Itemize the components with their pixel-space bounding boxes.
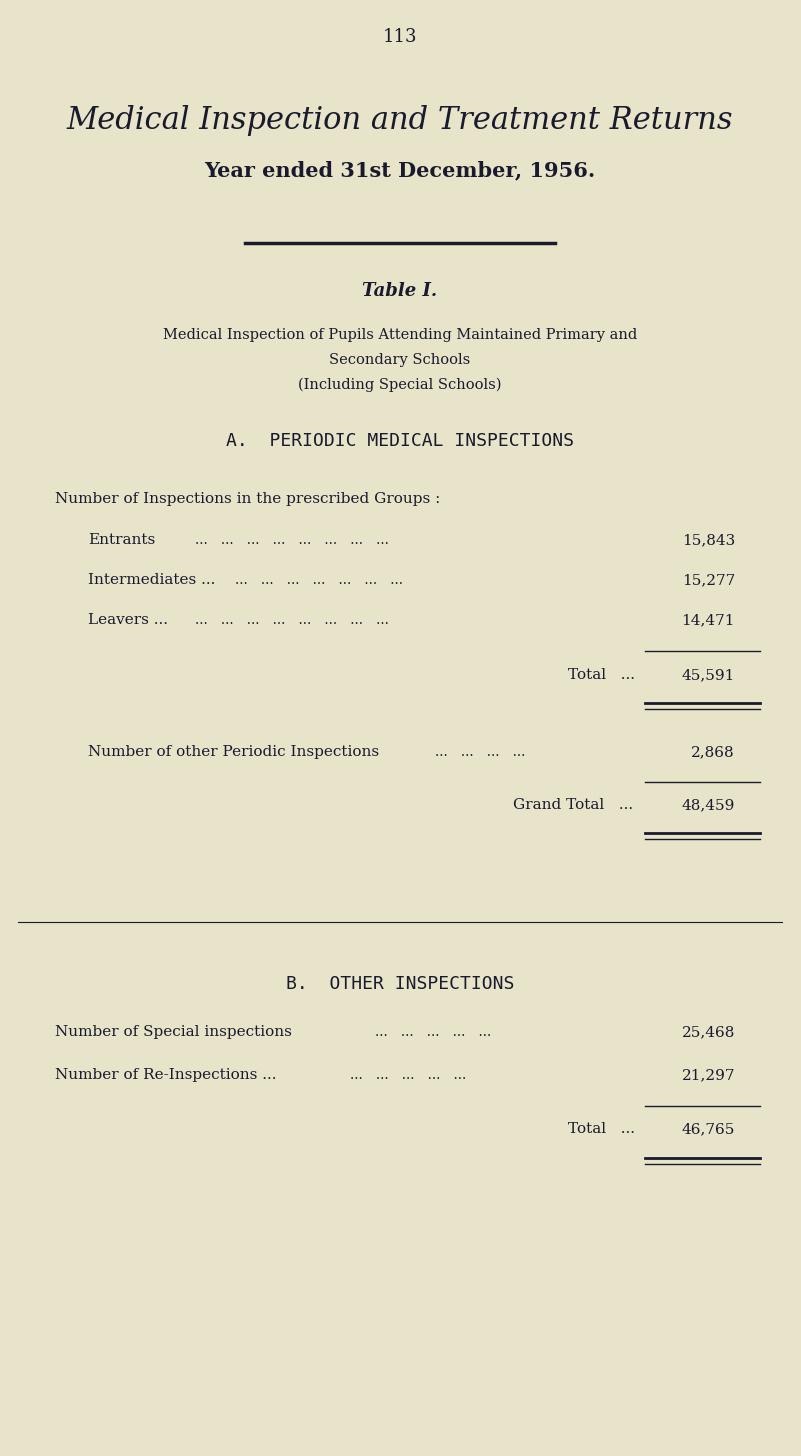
Text: ...   ...   ...   ...: ... ... ... ... [435,745,525,759]
Text: ...   ...   ...   ...   ...   ...   ...   ...: ... ... ... ... ... ... ... ... [195,533,388,547]
Text: Entrants: Entrants [88,533,155,547]
Text: 15,843: 15,843 [682,533,735,547]
Text: 45,591: 45,591 [682,668,735,681]
Text: 2,868: 2,868 [691,745,735,759]
Text: Number of Special inspections: Number of Special inspections [55,1025,292,1040]
Text: Number of Re-Inspections ...: Number of Re-Inspections ... [55,1069,276,1082]
Text: Leavers ...: Leavers ... [88,613,168,628]
Text: ...   ...   ...   ...   ...: ... ... ... ... ... [350,1069,466,1082]
Text: 113: 113 [383,28,417,47]
Text: 46,765: 46,765 [682,1123,735,1136]
Text: Secondary Schools: Secondary Schools [329,352,471,367]
Text: 25,468: 25,468 [682,1025,735,1040]
Text: Total   ...: Total ... [568,1123,635,1136]
Text: Year ended 31st December, 1956.: Year ended 31st December, 1956. [204,160,596,181]
Text: Medical Inspection and Treatment Returns: Medical Inspection and Treatment Returns [66,105,733,135]
Text: 14,471: 14,471 [682,613,735,628]
Text: ...   ...   ...   ...   ...: ... ... ... ... ... [375,1025,491,1040]
Text: Number of other Periodic Inspections: Number of other Periodic Inspections [88,745,379,759]
Text: (Including Special Schools): (Including Special Schools) [298,379,501,392]
Text: Table I.: Table I. [362,282,437,300]
Text: Grand Total   ...: Grand Total ... [513,798,633,812]
Text: 21,297: 21,297 [682,1069,735,1082]
Text: Intermediates ...: Intermediates ... [88,574,215,587]
Text: Total   ...: Total ... [568,668,635,681]
Text: ...   ...   ...   ...   ...   ...   ...: ... ... ... ... ... ... ... [235,574,403,587]
Text: Number of Inspections in the prescribed Groups :: Number of Inspections in the prescribed … [55,492,441,507]
Text: A.  PERIODIC MEDICAL INSPECTIONS: A. PERIODIC MEDICAL INSPECTIONS [226,432,574,450]
Text: 15,277: 15,277 [682,574,735,587]
Text: B.  OTHER INSPECTIONS: B. OTHER INSPECTIONS [286,976,514,993]
Text: 48,459: 48,459 [682,798,735,812]
Text: ...   ...   ...   ...   ...   ...   ...   ...: ... ... ... ... ... ... ... ... [195,613,388,628]
Text: Medical Inspection of Pupils Attending Maintained Primary and: Medical Inspection of Pupils Attending M… [163,328,637,342]
